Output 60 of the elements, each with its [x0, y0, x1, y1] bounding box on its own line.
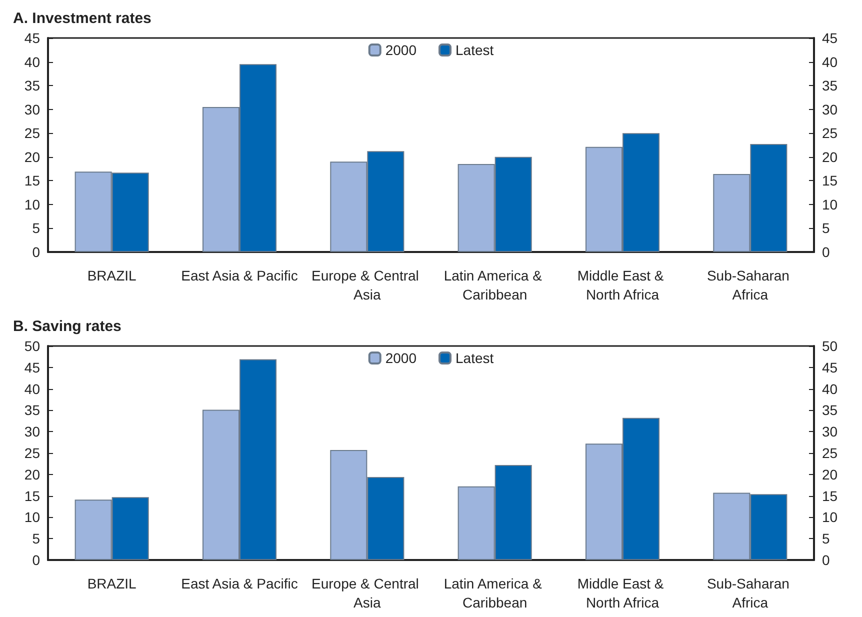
y2-tick-label: 25: [822, 125, 838, 142]
y-tick-label: 30: [24, 101, 40, 118]
y-tick-label: 45: [24, 30, 40, 46]
x-tick-label: East Asia & Pacific: [181, 576, 298, 592]
x-tick-label: BRAZIL: [87, 268, 137, 284]
x-tick-label: BRAZIL: [87, 576, 137, 592]
x-tick-label: East Asia & Pacific: [181, 268, 298, 284]
y-tick-label: 15: [24, 172, 40, 189]
y-tick-label: 40: [24, 54, 40, 70]
legend-label: 2000: [385, 350, 417, 366]
y-tick-label: 0: [32, 244, 40, 260]
y-tick-label: 40: [24, 380, 40, 397]
y2-tick-label: 5: [822, 530, 830, 547]
y-tick-label: 35: [24, 402, 40, 418]
y2-tick-label: 0: [822, 552, 830, 568]
y2-tick-label: 30: [822, 101, 838, 118]
y2-tick-label: 50: [822, 338, 838, 354]
y2-tick-label: 15: [822, 172, 838, 189]
y-tick-label: 10: [24, 509, 40, 526]
legend-label: 2000: [385, 42, 417, 58]
y2-tick-label: 20: [822, 148, 838, 165]
legend-label: Latest: [456, 350, 494, 366]
legend-label: Latest: [456, 42, 494, 58]
y-tick-label: 10: [24, 196, 40, 212]
x-tick-label: Europe & Central Asia: [312, 576, 423, 610]
y2-tick-label: 35: [822, 78, 838, 94]
y2-tick-label: 15: [822, 488, 838, 504]
y-tick-label: 20: [24, 148, 40, 165]
y2-tick-label: 35: [822, 402, 838, 418]
chart-title: A. Investment rates: [13, 10, 152, 27]
y2-tick-label: 20: [822, 466, 838, 482]
y2-tick-label: 0: [822, 244, 830, 260]
x-tick-label: Sub-Saharan Africa: [706, 576, 794, 610]
y-tick-label: 35: [24, 78, 40, 94]
x-tick-label: Middle East & North Africa: [577, 268, 668, 302]
x-tick-label: Middle East & North Africa: [577, 576, 668, 610]
y-tick-label: 25: [24, 125, 40, 142]
y-tick-label: 15: [24, 488, 40, 504]
y-tick-label: 0: [32, 552, 40, 568]
y-tick-label: 5: [32, 220, 40, 236]
chart-title: B. Saving rates: [13, 318, 122, 335]
y2-tick-label: 40: [822, 54, 838, 70]
y2-tick-label: 30: [822, 424, 838, 440]
y-tick-label: 50: [24, 338, 40, 354]
x-tick-label: Latin America & Caribbean: [444, 576, 546, 610]
y-tick-label: 5: [32, 530, 40, 547]
y2-tick-label: 5: [822, 220, 830, 236]
x-tick-label: Sub-Saharan Africa: [706, 268, 794, 302]
y2-tick-label: 10: [822, 509, 838, 526]
y2-tick-label: 10: [822, 196, 838, 212]
x-tick-label: Europe & Central Asia: [312, 268, 423, 302]
y-tick-label: 30: [24, 424, 40, 440]
y2-tick-label: 40: [822, 380, 838, 397]
y2-tick-label: 45: [822, 30, 838, 46]
x-tick-label: Latin America & Caribbean: [444, 268, 546, 302]
y-tick-label: 20: [24, 466, 40, 482]
y2-tick-label: 25: [822, 445, 838, 461]
y-tick-label: 25: [24, 445, 40, 461]
y-tick-label: 45: [24, 359, 40, 376]
y2-tick-label: 45: [822, 359, 838, 376]
